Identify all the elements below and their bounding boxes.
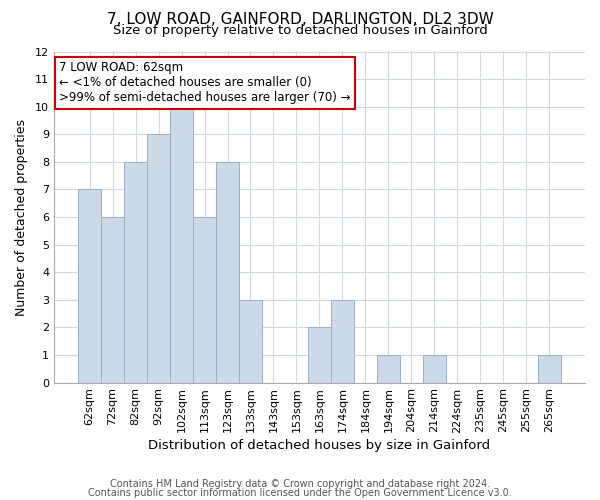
Bar	[124, 162, 147, 382]
Text: 7 LOW ROAD: 62sqm
← <1% of detached houses are smaller (0)
>99% of semi-detached: 7 LOW ROAD: 62sqm ← <1% of detached hous…	[59, 62, 351, 104]
Bar	[331, 300, 354, 382]
Bar	[239, 300, 262, 382]
Bar	[538, 355, 561, 382]
Bar	[170, 106, 193, 382]
Bar	[216, 162, 239, 382]
Bar	[193, 217, 216, 382]
Bar	[78, 190, 101, 382]
Text: Size of property relative to detached houses in Gainford: Size of property relative to detached ho…	[113, 24, 487, 37]
Bar	[308, 328, 331, 382]
X-axis label: Distribution of detached houses by size in Gainford: Distribution of detached houses by size …	[148, 440, 491, 452]
Bar	[377, 355, 400, 382]
Text: Contains HM Land Registry data © Crown copyright and database right 2024.: Contains HM Land Registry data © Crown c…	[110, 479, 490, 489]
Y-axis label: Number of detached properties: Number of detached properties	[15, 118, 28, 316]
Text: 7, LOW ROAD, GAINFORD, DARLINGTON, DL2 3DW: 7, LOW ROAD, GAINFORD, DARLINGTON, DL2 3…	[107, 12, 493, 28]
Bar	[101, 217, 124, 382]
Text: Contains public sector information licensed under the Open Government Licence v3: Contains public sector information licen…	[88, 488, 512, 498]
Bar	[423, 355, 446, 382]
Bar	[147, 134, 170, 382]
